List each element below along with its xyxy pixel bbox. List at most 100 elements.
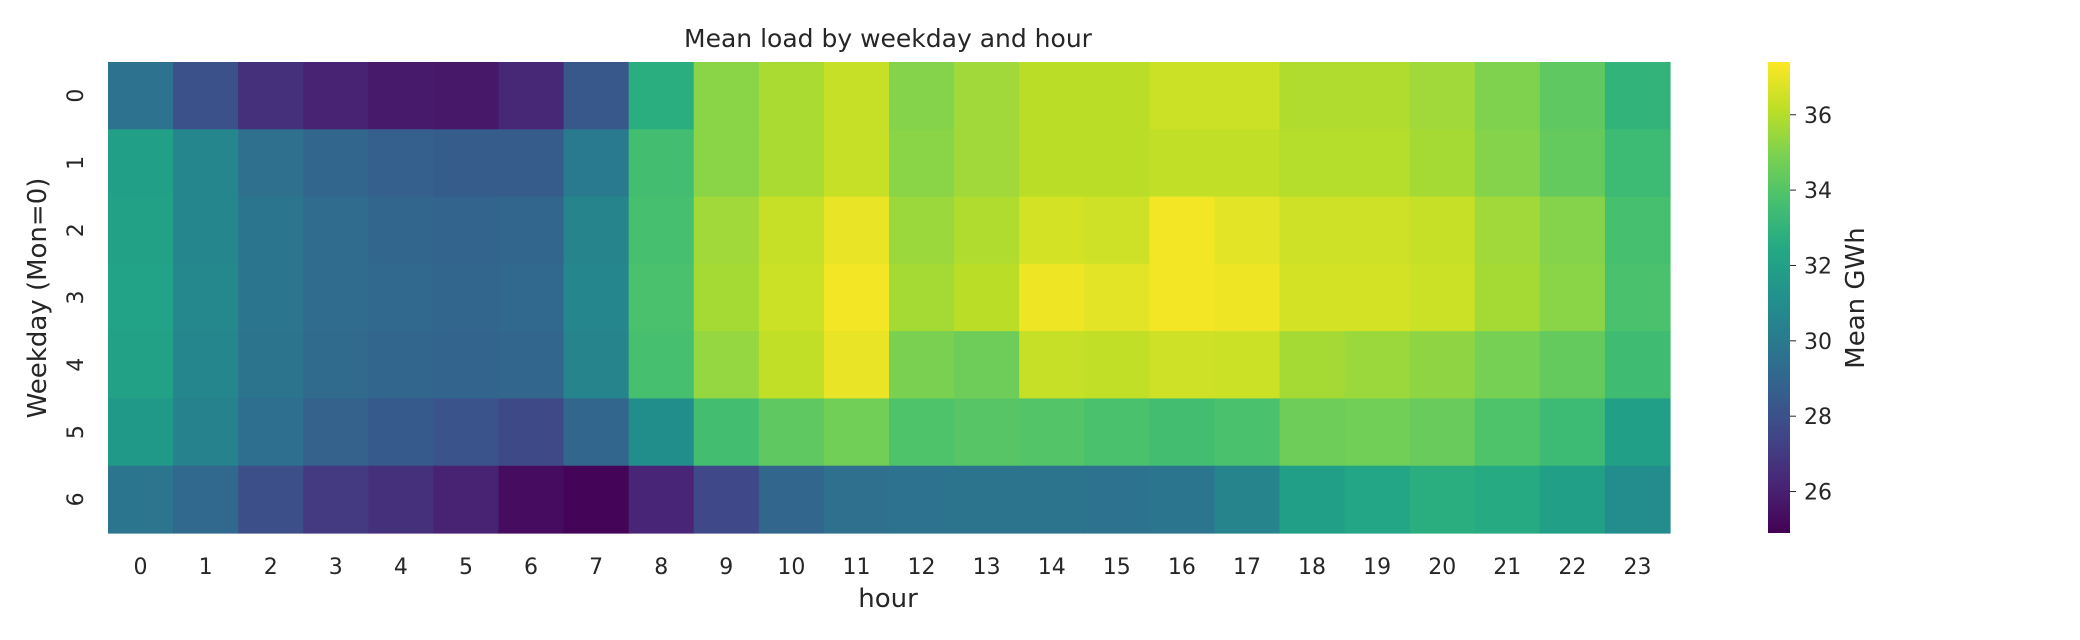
- heatmap-cell: [1149, 263, 1216, 332]
- heatmap-cell: [954, 196, 1020, 265]
- heatmap-cell: [368, 196, 435, 265]
- heatmap-cell: [1149, 196, 1216, 265]
- heatmap-cell: [238, 465, 304, 534]
- colorbar-tick-label: 36: [1804, 104, 1832, 129]
- heatmap-cell: [498, 129, 565, 198]
- heatmap-cell: [108, 263, 174, 332]
- heatmap-cell: [1279, 465, 1346, 534]
- heatmap-cell: [693, 331, 760, 400]
- heatmap-cell: [1084, 465, 1150, 534]
- y-tick-label: 4: [64, 358, 89, 372]
- heatmap-cell: [1474, 62, 1541, 130]
- heatmap-cell: [1474, 398, 1541, 467]
- x-tick-labels: 0 1 2 3 4 5 6 7 8 9 10 11 12 13 14 15 16 17 18 19 20 21 22 23: [134, 555, 1652, 580]
- heatmap-cell: [628, 331, 695, 400]
- heatmap-cell: [173, 62, 239, 130]
- heatmap-cell: [368, 62, 435, 130]
- heatmap-cell: [889, 465, 955, 534]
- heatmap-cell: [823, 465, 890, 534]
- heatmap-cell: [563, 331, 630, 400]
- heatmap-cell: [693, 465, 760, 534]
- heatmap-cell: [1539, 331, 1606, 400]
- heatmap-cell: [173, 465, 239, 534]
- heatmap-cell: [238, 398, 304, 467]
- heatmap-cell: [433, 263, 500, 332]
- x-tick-label: 21: [1493, 555, 1521, 580]
- heatmap-cell: [1474, 465, 1541, 534]
- heatmap-cell: [693, 398, 760, 467]
- heatmap-cell: [1604, 196, 1671, 265]
- heatmap-cell: [303, 129, 369, 198]
- heatmap-cell: [433, 465, 500, 534]
- heatmap-cell: [1149, 398, 1216, 467]
- y-tick-label: 0: [64, 89, 89, 103]
- y-tick-label: 5: [64, 425, 89, 439]
- heatmap-cell: [954, 62, 1020, 130]
- heatmap-cell: [563, 62, 630, 130]
- heatmap-cell: [368, 465, 435, 534]
- x-tick-label: 12: [908, 555, 936, 580]
- heatmap-cell: [1409, 398, 1476, 467]
- heatmap-cell: [1604, 129, 1671, 198]
- heatmap-cell: [1279, 196, 1346, 265]
- heatmap-cell: [1604, 263, 1671, 332]
- x-tick-label: 0: [134, 555, 148, 580]
- heatmap-cell: [1084, 263, 1150, 332]
- heatmap-cell: [758, 465, 825, 534]
- heatmap-cell: [1084, 62, 1150, 130]
- y-tick-label: 1: [64, 156, 89, 170]
- x-tick-label: 4: [394, 555, 408, 580]
- heatmap-cell: [1409, 465, 1476, 534]
- colorbar-tick-label: 30: [1804, 330, 1832, 355]
- heatmap-cell: [1019, 398, 1085, 467]
- heatmap-cell: [954, 129, 1020, 198]
- heatmap-cell: [758, 398, 825, 467]
- heatmap-cell: [108, 196, 174, 265]
- heatmap-cell: [1539, 465, 1606, 534]
- heatmap-cell: [1279, 398, 1346, 467]
- heatmap-cell: [433, 331, 500, 400]
- heatmap-cell: [1409, 62, 1476, 130]
- heatmap-cell: [889, 196, 955, 265]
- x-tick-label: 8: [654, 555, 668, 580]
- heatmap-cell: [1474, 196, 1541, 265]
- heatmap-cell: [1539, 263, 1606, 332]
- heatmap-cell: [1149, 62, 1216, 130]
- x-tick-label: 10: [777, 555, 805, 580]
- heatmap-cell: [498, 196, 565, 265]
- heatmap-cell: [498, 465, 565, 534]
- x-tick-label: 17: [1233, 555, 1261, 580]
- heatmap-cell: [1019, 129, 1085, 198]
- heatmap-cell: [498, 398, 565, 467]
- colorbar-tick-label: 26: [1804, 481, 1832, 506]
- heatmap-cell: [758, 331, 825, 400]
- heatmap-cell: [954, 398, 1020, 467]
- colorbar-label: Mean GWh: [1841, 227, 1871, 368]
- heatmap-cell: [889, 331, 955, 400]
- heatmap-cell: [238, 263, 304, 332]
- heatmap-cell: [1084, 331, 1150, 400]
- heatmap-cell: [1409, 263, 1476, 332]
- x-tick-label: 22: [1558, 555, 1586, 580]
- heatmap-cell: [433, 129, 500, 198]
- x-tick-label: 15: [1103, 555, 1131, 580]
- heatmap-cell: [823, 62, 890, 130]
- heatmap-cell: [628, 465, 695, 534]
- heatmap-cell: [498, 263, 565, 332]
- y-tick-label: 2: [64, 223, 89, 237]
- heatmap-cell: [238, 331, 304, 400]
- heatmap-cell: [889, 129, 955, 198]
- heatmap-cell: [693, 62, 760, 130]
- heatmap-cell: [1539, 398, 1606, 467]
- heatmap-cell: [433, 196, 500, 265]
- heatmap-cell: [433, 62, 500, 130]
- colorbar: [1768, 62, 1790, 533]
- heatmap-cell: [1019, 331, 1085, 400]
- heatmap-cell: [1344, 398, 1411, 467]
- heatmap-cell: [823, 398, 890, 467]
- heatmap-cell: [108, 331, 174, 400]
- heatmap-cell: [1019, 263, 1085, 332]
- heatmap-cell: [173, 263, 239, 332]
- heatmap-cell: [628, 129, 695, 198]
